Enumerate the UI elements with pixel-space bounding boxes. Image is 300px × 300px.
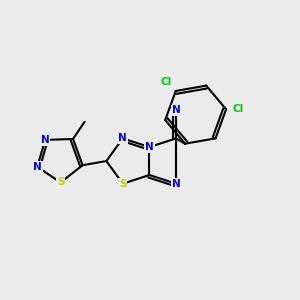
Text: N: N: [172, 105, 180, 116]
Text: N: N: [33, 162, 42, 172]
Text: S: S: [57, 178, 64, 188]
Text: N: N: [41, 135, 50, 145]
Text: N: N: [145, 142, 154, 152]
Text: N: N: [172, 179, 180, 189]
Text: Cl: Cl: [160, 76, 171, 87]
Text: S: S: [119, 179, 127, 189]
Text: Cl: Cl: [232, 104, 244, 114]
Text: N: N: [118, 134, 127, 143]
